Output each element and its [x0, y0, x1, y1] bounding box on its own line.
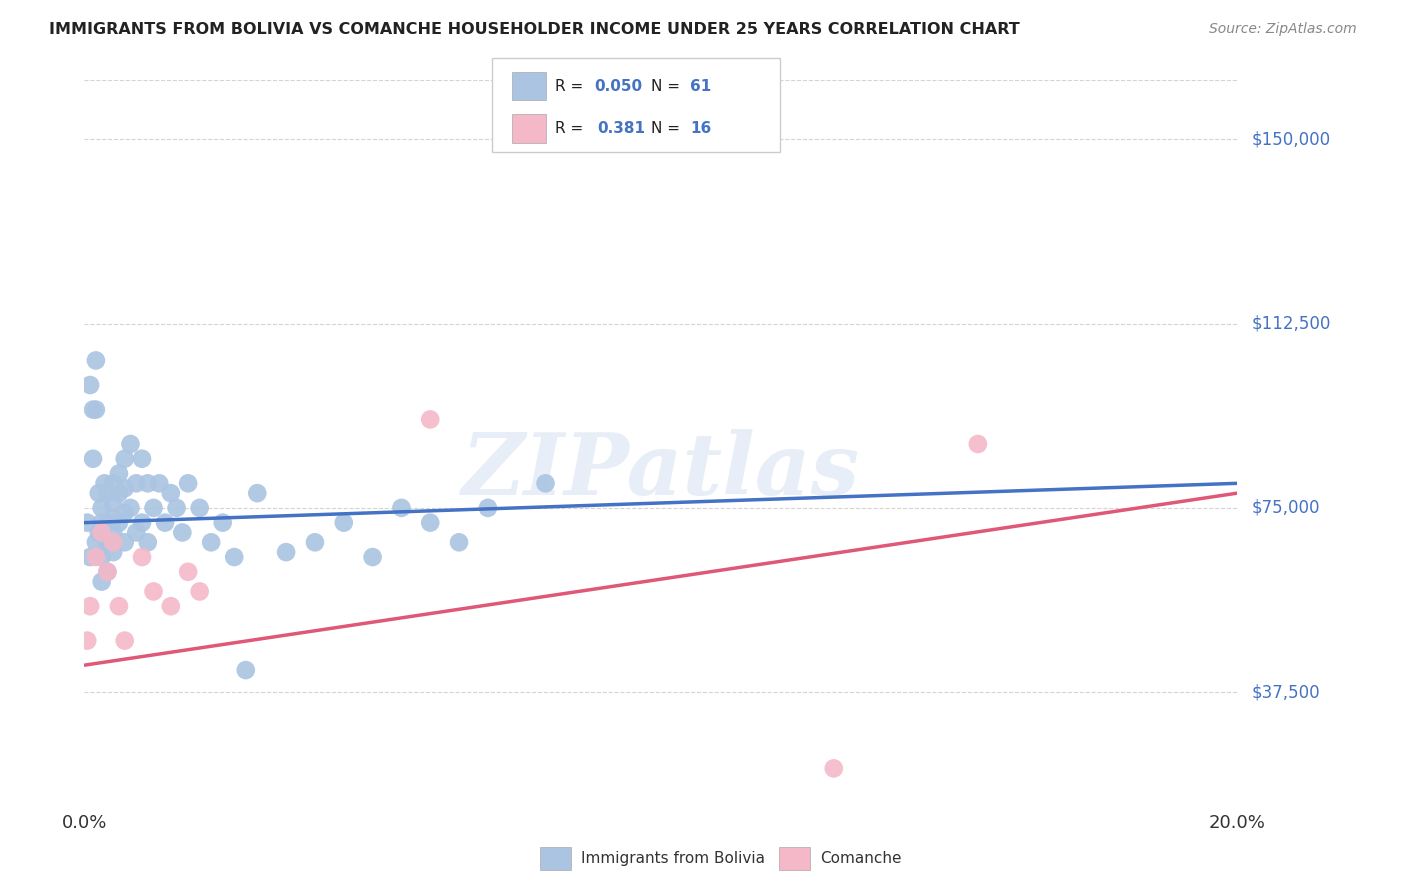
Point: [148, 476, 170, 491]
Point: [361, 549, 384, 564]
Text: R =: R =: [555, 78, 589, 94]
Text: N =: N =: [651, 78, 685, 94]
Point: [114, 633, 136, 648]
Point: [477, 500, 499, 515]
Point: [103, 496, 124, 510]
Point: [76, 633, 98, 648]
Point: [136, 476, 159, 491]
Point: [90, 500, 112, 515]
Point: [103, 510, 124, 524]
Point: [103, 476, 124, 491]
Point: [142, 500, 165, 515]
Point: [172, 525, 194, 540]
Point: [823, 761, 845, 775]
Point: [108, 516, 131, 530]
Text: $112,500: $112,500: [1251, 315, 1330, 333]
Point: [166, 500, 188, 515]
Point: [160, 486, 183, 500]
Point: [419, 516, 441, 530]
Point: [120, 437, 142, 451]
Text: ZIPatlas: ZIPatlas: [461, 429, 860, 512]
Point: [177, 476, 200, 491]
Point: [153, 516, 176, 530]
Text: Source: ZipAtlas.com: Source: ZipAtlas.com: [1209, 22, 1357, 37]
Text: N =: N =: [651, 121, 685, 136]
Point: [224, 549, 246, 564]
Point: [108, 467, 131, 481]
Point: [93, 476, 115, 491]
Point: [103, 545, 124, 559]
Point: [76, 516, 98, 530]
Point: [200, 535, 222, 549]
Point: [967, 437, 990, 451]
Text: Comanche: Comanche: [820, 851, 901, 865]
Point: [108, 599, 131, 614]
Text: $75,000: $75,000: [1251, 499, 1320, 516]
Point: [125, 476, 148, 491]
Point: [333, 516, 356, 530]
Point: [96, 565, 118, 579]
Point: [79, 378, 101, 392]
Point: [114, 481, 136, 495]
Point: [211, 516, 233, 530]
Point: [79, 549, 101, 564]
Text: Immigrants from Bolivia: Immigrants from Bolivia: [581, 851, 765, 865]
Point: [96, 486, 118, 500]
Point: [276, 545, 298, 559]
Point: [79, 599, 101, 614]
Text: 0.381: 0.381: [598, 121, 645, 136]
Text: 16: 16: [690, 121, 711, 136]
Point: [96, 535, 118, 549]
Point: [160, 599, 183, 614]
Text: R =: R =: [555, 121, 593, 136]
Point: [131, 516, 153, 530]
Point: [90, 574, 112, 589]
Point: [82, 451, 104, 466]
Point: [125, 525, 148, 540]
Text: $37,500: $37,500: [1251, 683, 1320, 701]
Point: [96, 516, 118, 530]
Point: [235, 663, 257, 677]
Point: [449, 535, 471, 549]
Point: [142, 584, 165, 599]
Point: [96, 565, 118, 579]
Point: [419, 412, 441, 426]
Point: [391, 500, 413, 515]
Point: [84, 535, 107, 549]
Point: [90, 525, 112, 540]
Point: [188, 500, 211, 515]
Point: [103, 525, 124, 540]
Point: [120, 500, 142, 515]
Point: [114, 506, 136, 520]
Point: [534, 476, 557, 491]
Point: [114, 451, 136, 466]
Point: [177, 565, 200, 579]
Point: [84, 402, 107, 417]
Point: [108, 486, 131, 500]
Point: [136, 535, 159, 549]
Point: [114, 535, 136, 549]
Point: [87, 525, 110, 540]
Point: [131, 549, 153, 564]
Point: [90, 549, 112, 564]
Text: IMMIGRANTS FROM BOLIVIA VS COMANCHE HOUSEHOLDER INCOME UNDER 25 YEARS CORRELATIO: IMMIGRANTS FROM BOLIVIA VS COMANCHE HOUS…: [49, 22, 1019, 37]
Text: 61: 61: [690, 78, 711, 94]
Point: [82, 402, 104, 417]
Text: $150,000: $150,000: [1251, 130, 1330, 148]
Point: [188, 584, 211, 599]
Point: [90, 516, 112, 530]
Point: [84, 353, 107, 368]
Point: [246, 486, 269, 500]
Point: [103, 535, 124, 549]
Point: [304, 535, 326, 549]
Point: [84, 549, 107, 564]
Point: [87, 486, 110, 500]
Point: [131, 451, 153, 466]
Text: 0.050: 0.050: [595, 78, 643, 94]
